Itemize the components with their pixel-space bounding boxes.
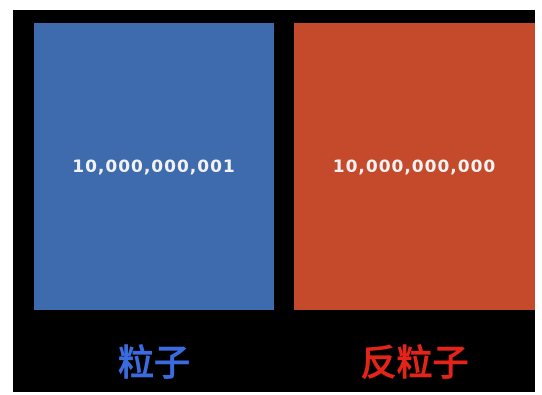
- antiparticle-label: 反粒子: [360, 343, 469, 384]
- particle-label: 粒子: [117, 343, 190, 384]
- antiparticle-box: 10,000,000,000: [294, 23, 535, 310]
- diagram-canvas: 10,000,000,001 10,000,000,000 粒子 反粒子: [13, 10, 535, 392]
- antiparticle-count: 10,000,000,000: [332, 156, 497, 177]
- particle-count: 10,000,000,001: [72, 156, 236, 177]
- particle-box: 10,000,000,001: [34, 23, 274, 310]
